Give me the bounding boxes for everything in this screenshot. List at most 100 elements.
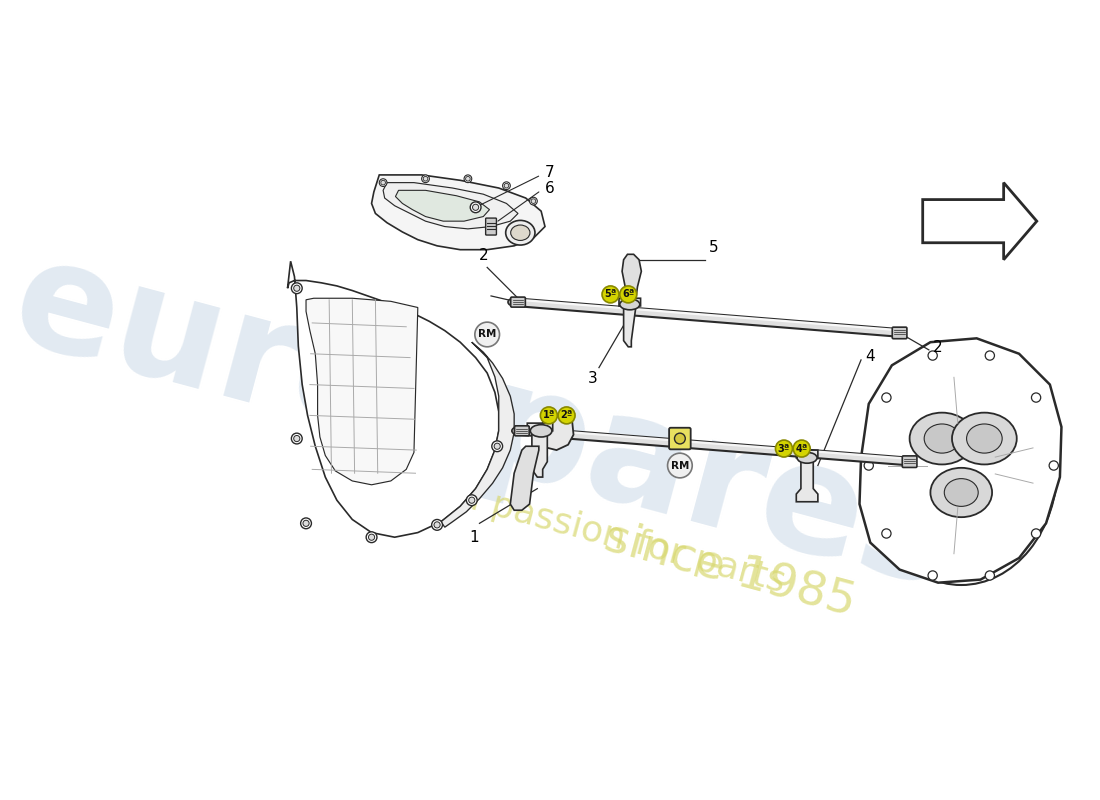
Polygon shape [510,446,539,510]
Polygon shape [859,338,1062,582]
Polygon shape [383,182,518,229]
Ellipse shape [931,468,992,517]
Circle shape [531,199,536,203]
Polygon shape [619,298,640,347]
Circle shape [928,571,937,580]
Circle shape [1032,393,1041,402]
Ellipse shape [530,425,552,437]
Circle shape [466,495,477,506]
Text: 7: 7 [544,165,554,180]
Circle shape [292,433,302,444]
FancyBboxPatch shape [892,327,906,338]
Circle shape [1049,461,1058,470]
Ellipse shape [952,413,1016,465]
Text: 2ª: 2ª [561,410,573,421]
Ellipse shape [924,424,960,453]
Circle shape [793,440,811,457]
Circle shape [431,519,442,530]
Circle shape [302,520,309,526]
Circle shape [503,182,510,190]
Text: RM: RM [671,461,689,470]
Circle shape [928,351,937,360]
Ellipse shape [510,225,530,241]
Text: 3ª: 3ª [778,443,790,454]
Circle shape [776,440,792,457]
Text: 1: 1 [470,530,478,545]
Polygon shape [441,342,514,527]
Text: 6: 6 [544,182,554,196]
Text: 4: 4 [865,350,874,364]
Circle shape [470,202,481,213]
Polygon shape [518,427,911,460]
Polygon shape [923,182,1037,260]
FancyBboxPatch shape [510,297,526,307]
Ellipse shape [512,427,525,434]
Circle shape [473,204,478,210]
Circle shape [540,407,558,424]
Ellipse shape [872,354,1049,578]
Text: 6ª: 6ª [623,290,635,299]
Text: since 1985: since 1985 [600,514,860,625]
FancyBboxPatch shape [902,456,917,467]
Circle shape [434,522,440,528]
Polygon shape [796,450,818,502]
Text: 3: 3 [587,370,597,386]
Ellipse shape [910,413,975,465]
Circle shape [294,435,300,442]
Ellipse shape [508,298,520,306]
Circle shape [366,532,377,542]
Circle shape [300,518,311,529]
Ellipse shape [944,478,978,506]
Circle shape [882,393,891,402]
Circle shape [619,286,637,303]
Circle shape [294,285,300,291]
Circle shape [421,175,429,182]
Polygon shape [396,190,490,221]
Circle shape [381,180,385,185]
Circle shape [469,497,475,503]
Polygon shape [514,298,900,331]
Text: 5ª: 5ª [604,290,617,299]
Text: eurospares: eurospares [0,226,969,620]
Text: 1ª: 1ª [542,410,556,421]
Circle shape [558,407,575,424]
Circle shape [602,286,619,303]
Ellipse shape [865,346,1057,585]
Circle shape [668,453,692,478]
Circle shape [529,198,537,205]
Circle shape [504,183,509,188]
Circle shape [475,322,499,347]
Polygon shape [518,427,911,466]
Circle shape [1032,529,1041,538]
Polygon shape [287,262,498,538]
Text: 4ª: 4ª [795,443,807,454]
Circle shape [494,443,501,450]
Polygon shape [623,254,641,298]
Polygon shape [540,414,573,450]
Ellipse shape [798,453,817,463]
FancyBboxPatch shape [515,426,529,436]
Circle shape [368,534,375,540]
Text: RM: RM [478,330,496,339]
Polygon shape [514,298,900,337]
Text: 5: 5 [708,240,718,255]
Circle shape [986,351,994,360]
Circle shape [882,529,891,538]
FancyBboxPatch shape [669,428,691,450]
Circle shape [674,433,685,444]
Circle shape [865,461,873,470]
Polygon shape [372,175,544,250]
Ellipse shape [619,299,640,310]
Text: 2: 2 [478,248,488,262]
Text: 2: 2 [933,340,943,355]
Text: a passion for parts: a passion for parts [455,478,789,598]
Circle shape [379,178,387,186]
Circle shape [424,177,428,181]
Circle shape [464,175,472,182]
Circle shape [986,571,994,580]
Circle shape [492,441,503,452]
Polygon shape [306,298,418,485]
Polygon shape [527,423,552,477]
Circle shape [465,177,470,181]
Ellipse shape [506,220,535,245]
